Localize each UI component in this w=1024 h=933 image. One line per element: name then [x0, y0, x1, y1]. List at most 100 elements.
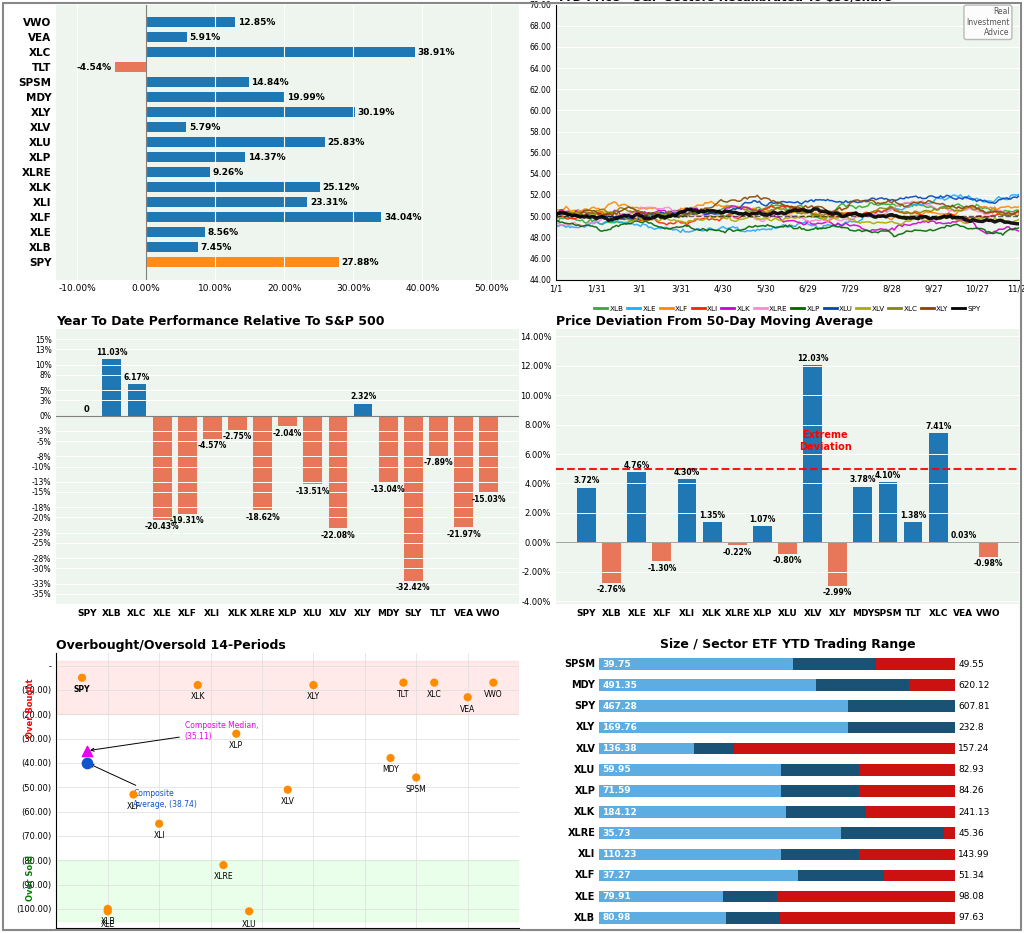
- Text: XLY: XLY: [577, 722, 595, 732]
- Bar: [979, 542, 997, 557]
- Text: 241.13: 241.13: [958, 808, 990, 816]
- Bar: [146, 197, 307, 207]
- Point: [189, 677, 206, 692]
- Bar: [828, 542, 847, 586]
- Bar: [599, 870, 798, 882]
- Text: VWO: VWO: [484, 689, 503, 699]
- Bar: [859, 764, 954, 775]
- Bar: [753, 526, 772, 542]
- Text: XLU: XLU: [242, 920, 256, 929]
- Bar: [146, 243, 198, 252]
- Text: XLK: XLK: [190, 692, 205, 702]
- Point: [408, 770, 424, 785]
- Text: 71.59: 71.59: [602, 787, 631, 796]
- Bar: [599, 806, 785, 818]
- Text: -2.04%: -2.04%: [273, 428, 302, 438]
- Bar: [599, 848, 780, 860]
- Text: SPSM: SPSM: [564, 659, 595, 669]
- Text: -0.80%: -0.80%: [773, 556, 802, 565]
- Text: XLI: XLI: [578, 849, 595, 859]
- Text: 37.27: 37.27: [602, 871, 631, 880]
- Bar: [599, 679, 816, 691]
- Bar: [599, 743, 954, 755]
- Bar: [146, 152, 246, 162]
- Text: SPSM: SPSM: [406, 785, 427, 794]
- Text: 5.91%: 5.91%: [189, 33, 221, 42]
- Text: XLY: XLY: [307, 692, 319, 702]
- Text: -1.30%: -1.30%: [647, 564, 677, 573]
- Text: YTD Price - S&P Sectors Recalibrated To $50/share: YTD Price - S&P Sectors Recalibrated To …: [556, 0, 892, 4]
- Bar: [146, 228, 205, 237]
- Point: [280, 782, 296, 797]
- Bar: [599, 891, 723, 902]
- Text: 59.95: 59.95: [602, 765, 631, 774]
- Bar: [599, 785, 954, 797]
- Text: 39.75: 39.75: [602, 660, 631, 669]
- Bar: [102, 359, 121, 415]
- Bar: [678, 479, 696, 542]
- Point: [305, 677, 322, 692]
- Text: Extreme
Deviation: Extreme Deviation: [799, 430, 852, 452]
- Text: 27.88%: 27.88%: [341, 258, 379, 267]
- Text: 25.83%: 25.83%: [328, 137, 365, 146]
- Text: 49.55: 49.55: [958, 660, 984, 669]
- Point: [125, 787, 141, 802]
- Text: -13.04%: -13.04%: [371, 484, 406, 494]
- Title: Size / Sector ETF YTD Trading Range: Size / Sector ETF YTD Trading Range: [659, 638, 915, 651]
- Bar: [146, 17, 234, 27]
- Text: 136.38: 136.38: [602, 745, 637, 753]
- Text: Year To Date Performance: Year To Date Performance: [56, 0, 261, 4]
- Bar: [599, 721, 848, 733]
- Bar: [599, 743, 693, 755]
- Bar: [599, 701, 848, 712]
- Bar: [599, 764, 954, 775]
- Text: 0: 0: [84, 405, 90, 413]
- Bar: [146, 48, 415, 57]
- Bar: [203, 415, 222, 439]
- Text: 98.08: 98.08: [958, 892, 984, 901]
- Text: -4.54%: -4.54%: [77, 63, 112, 72]
- Text: 0.03%: 0.03%: [950, 531, 977, 539]
- Text: SPY: SPY: [74, 685, 90, 694]
- Text: XLP: XLP: [229, 741, 244, 750]
- Bar: [56, 860, 519, 921]
- Bar: [146, 137, 325, 147]
- Point: [79, 756, 95, 771]
- Bar: [56, 661, 519, 715]
- Text: Over Bought: Over Bought: [27, 678, 36, 738]
- Text: -18.62%: -18.62%: [245, 513, 280, 522]
- Bar: [128, 384, 146, 415]
- Text: 184.12: 184.12: [602, 808, 637, 816]
- Bar: [228, 415, 247, 429]
- Text: 30.19%: 30.19%: [357, 107, 395, 117]
- Text: 34.04%: 34.04%: [384, 213, 422, 222]
- Bar: [146, 258, 339, 267]
- Text: -19.31%: -19.31%: [170, 517, 205, 525]
- Point: [395, 675, 412, 690]
- Bar: [429, 415, 447, 455]
- Text: 51.34: 51.34: [958, 871, 984, 880]
- Bar: [115, 63, 146, 72]
- Text: 8.56%: 8.56%: [208, 228, 240, 237]
- Text: Overbought/Oversold 14-Periods: Overbought/Oversold 14-Periods: [56, 639, 286, 652]
- Text: 607.81: 607.81: [958, 702, 990, 711]
- Text: -2.99%: -2.99%: [823, 589, 852, 597]
- Point: [79, 744, 95, 759]
- Text: 11.03%: 11.03%: [96, 348, 128, 357]
- Text: 4.10%: 4.10%: [874, 471, 901, 480]
- Text: 12.03%: 12.03%: [797, 355, 828, 363]
- Text: XLI: XLI: [154, 831, 165, 840]
- Bar: [599, 785, 780, 797]
- Text: 1.38%: 1.38%: [900, 510, 927, 520]
- Bar: [599, 912, 726, 924]
- Legend: XLB, XLE, XLF, XLI, XLK, XLRE, XLP, XLU, XLV, XLC, XLY, SPY: XLB, XLE, XLF, XLI, XLK, XLRE, XLP, XLU,…: [592, 302, 983, 314]
- Text: 467.28: 467.28: [602, 702, 637, 711]
- Bar: [353, 404, 373, 415]
- Text: XLC: XLC: [427, 689, 441, 699]
- Bar: [454, 415, 473, 527]
- Text: -4.57%: -4.57%: [198, 441, 227, 451]
- Text: 25.12%: 25.12%: [323, 183, 359, 191]
- Bar: [728, 542, 746, 546]
- Text: 6.17%: 6.17%: [124, 372, 151, 382]
- Point: [426, 675, 442, 690]
